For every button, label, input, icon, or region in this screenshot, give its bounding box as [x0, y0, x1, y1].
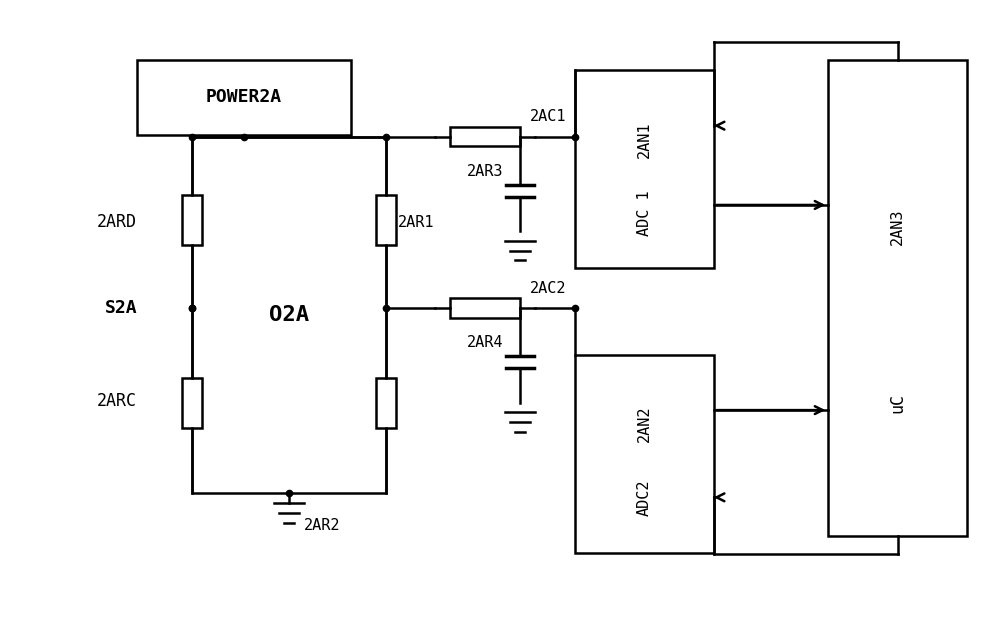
Text: 2AN3: 2AN3: [890, 209, 905, 245]
Text: uC: uC: [889, 392, 907, 413]
Text: 2AC2: 2AC2: [530, 280, 567, 295]
Bar: [137, 60, 351, 135]
Text: ADC2: ADC2: [637, 479, 652, 516]
Bar: [575, 354, 714, 553]
Bar: [575, 70, 714, 269]
Text: 2AN1: 2AN1: [637, 121, 652, 158]
Text: 2ARD: 2ARD: [97, 213, 137, 231]
Text: 2ARC: 2ARC: [97, 392, 137, 409]
Text: POWER2A: POWER2A: [206, 88, 282, 107]
Text: 2AR4: 2AR4: [467, 335, 503, 350]
Text: 2AN2: 2AN2: [637, 406, 652, 442]
Bar: [450, 298, 520, 318]
Text: 2AR2: 2AR2: [304, 518, 340, 533]
Text: ADC 1: ADC 1: [637, 190, 652, 235]
Text: 2AR1: 2AR1: [398, 215, 434, 230]
Bar: [182, 195, 202, 244]
Bar: [192, 136, 386, 493]
Text: S2A: S2A: [104, 299, 137, 317]
Bar: [450, 126, 520, 146]
Text: 2AC1: 2AC1: [530, 109, 567, 124]
Text: 2AR3: 2AR3: [467, 164, 503, 179]
Bar: [828, 60, 967, 536]
Text: O2A: O2A: [269, 305, 309, 325]
Bar: [376, 378, 396, 428]
Bar: [182, 378, 202, 428]
Bar: [376, 195, 396, 244]
